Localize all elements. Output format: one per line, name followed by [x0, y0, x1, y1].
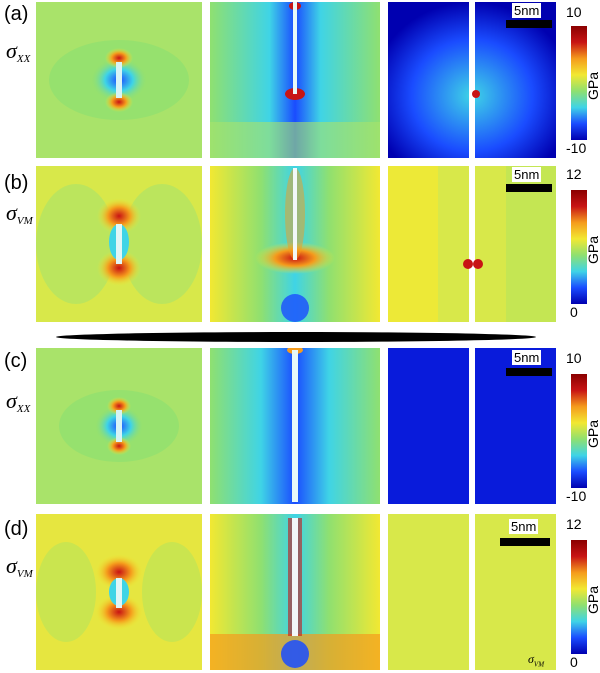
colorbar-unit-a: GPa — [585, 71, 600, 100]
stress-map-c1 — [36, 348, 202, 504]
scale-bar-a — [506, 20, 552, 28]
stress-map-a1 — [36, 2, 202, 158]
colorbar-min-a: -10 — [566, 140, 587, 156]
colorbar-unit-b: GPa — [585, 235, 600, 264]
stress-map-c2 — [210, 348, 380, 504]
colorbar-max-c: 10 — [566, 350, 582, 366]
panel-label-b: (b) — [4, 172, 29, 194]
stress-map-c3 — [388, 348, 556, 504]
panel-label-a: (a) — [4, 3, 29, 25]
stress-map-d2 — [210, 514, 380, 670]
colorbar-max-b: 12 — [566, 166, 582, 182]
colorbar-min-d: 0 — [570, 654, 578, 670]
stress-map-b1 — [36, 166, 202, 322]
section-divider — [56, 332, 536, 342]
stress-map-b3 — [388, 166, 556, 322]
scale-text-b: 5nm — [512, 167, 542, 182]
stress-map-a3 — [388, 2, 556, 158]
colorbar-unit-d: GPa — [585, 585, 600, 614]
stress-label-d: σVM — [6, 553, 33, 580]
stress-map-a2 — [210, 2, 380, 158]
scale-bar-b — [506, 184, 552, 192]
colorbar-unit-c: GPa — [585, 419, 600, 448]
colorbar-max-d: 12 — [566, 516, 582, 532]
scale-bar-c — [506, 368, 552, 376]
stress-map-b2 — [210, 166, 380, 322]
scale-text-c: 5nm — [512, 350, 542, 365]
colorbar-min-b: 0 — [570, 304, 578, 320]
colorbar-max-a: 10 — [566, 4, 582, 20]
scale-text-a: 5nm — [512, 3, 542, 18]
scale-text-d: 5nm — [509, 519, 539, 534]
stress-label-c: σXX — [6, 388, 31, 415]
colorbar-c — [571, 374, 587, 488]
stress-label-a: σXX — [6, 38, 31, 65]
colorbar-d — [571, 540, 587, 654]
panel-label-d: (d) — [4, 518, 29, 540]
stress-label-b: σVM — [6, 200, 33, 227]
stress-map-d1 — [36, 514, 202, 670]
panel-label-c: (c) — [4, 350, 28, 372]
scale-bar-d — [500, 538, 550, 546]
colorbar-b — [571, 190, 587, 304]
inset-stress-label-d: σVM — [528, 652, 545, 669]
colorbar-a — [571, 26, 587, 140]
colorbar-min-c: -10 — [566, 488, 587, 504]
